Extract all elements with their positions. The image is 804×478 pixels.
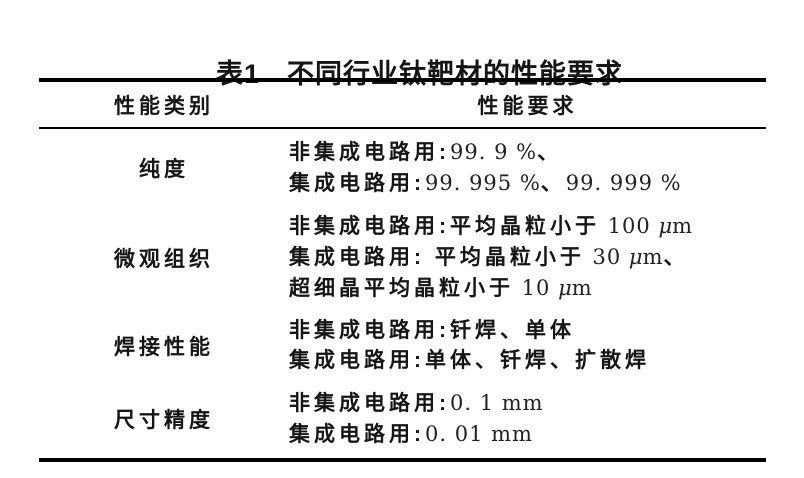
text-segment-mu: μ bbox=[628, 245, 643, 269]
requirement-line: 集成电路用:单体、钎焊、扩散焊 bbox=[289, 346, 766, 376]
performance-requirements-table: 性能类别 性能要求 纯度 非集成电路用:99. 9 %、 集成电路用:99. 995… bbox=[39, 78, 766, 462]
text-segment-num: 100 bbox=[600, 214, 659, 238]
category-cell: 纯度 bbox=[139, 158, 189, 181]
requirement-line: 集成电路用:99. 995 %、99. 999 % bbox=[289, 168, 766, 199]
table-row: 焊接性能 非集成电路用:钎焊、单体集成电路用:单体、钎焊、扩散焊 bbox=[39, 316, 766, 376]
text-segment-num: 0. 1 mm bbox=[450, 391, 544, 415]
requirement-line: 非集成电路用:99. 9 %、 bbox=[289, 137, 766, 168]
text-segment-mu: μ bbox=[658, 214, 673, 238]
text-segment-cjk: 、 bbox=[540, 172, 566, 195]
text-segment-cjk: 集成电路用: 平均晶粒小于 bbox=[289, 246, 585, 269]
text-segment-num: 30 bbox=[584, 245, 629, 269]
text-segment-cjk: 非集成电路用:钎焊、单体 bbox=[289, 319, 575, 342]
table-row: 纯度 非集成电路用:99. 9 %、 集成电路用:99. 995 %、99. 999… bbox=[39, 137, 766, 199]
text-segment-cjk: 非集成电路用:平均晶粒小于 bbox=[289, 215, 600, 238]
category-cell: 微观组织 bbox=[114, 247, 214, 271]
text-segment-cjk: 集成电路用:单体、钎焊、扩散焊 bbox=[289, 349, 650, 372]
requirements-cell: 非集成电路用:0. 1 mm 集成电路用:0. 01 mm bbox=[289, 388, 766, 450]
requirement-line: 集成电路用:0. 01 mm bbox=[289, 419, 766, 450]
header-cell-category: 性能类别 bbox=[114, 94, 214, 118]
requirement-line: 非集成电路用:钎焊、单体 bbox=[289, 316, 766, 346]
requirements-cell: 非集成电路用:平均晶粒小于 100 μm 集成电路用: 平均晶粒小于 30 μm、… bbox=[289, 211, 766, 304]
category-cell: 焊接性能 bbox=[114, 336, 214, 359]
table-title-text: 不同行业钛靶材的性能要求 bbox=[287, 59, 624, 89]
text-segment-num: m bbox=[642, 245, 664, 269]
text-segment-cjk: 超细晶平均晶粒小于 bbox=[289, 277, 514, 300]
text-segment-num: 10 bbox=[514, 276, 559, 300]
text-segment-num: m bbox=[571, 276, 593, 300]
text-segment-cjk: 非集成电路用: bbox=[289, 392, 450, 415]
header-cell-requirement: 性能要求 bbox=[477, 94, 578, 118]
requirements-cell: 非集成电路用:钎焊、单体集成电路用:单体、钎焊、扩散焊 bbox=[289, 316, 766, 376]
requirement-line: 超细晶平均晶粒小于 10 μm bbox=[289, 273, 766, 304]
text-segment-num: 99. 995 % bbox=[425, 171, 541, 195]
requirement-line: 集成电路用: 平均晶粒小于 30 μm、 bbox=[289, 242, 766, 273]
category-cell: 尺寸精度 bbox=[114, 409, 214, 432]
table-number-label: 表1 bbox=[215, 59, 261, 89]
text-segment-cjk: 集成电路用: bbox=[289, 172, 425, 195]
requirement-line: 非集成电路用:平均晶粒小于 100 μm bbox=[289, 211, 766, 242]
table-row: 微观组织 非集成电路用:平均晶粒小于 100 μm 集成电路用: 平均晶粒小于 30… bbox=[39, 211, 766, 304]
table-caption: 表1 不同行业钛靶材的性能要求 bbox=[39, 26, 766, 122]
text-segment-cjk: 集成电路用: bbox=[289, 423, 425, 446]
table-header-row: 性能类别 性能要求 bbox=[39, 82, 766, 129]
requirements-cell: 非集成电路用:99. 9 %、 集成电路用:99. 995 %、99. 999 % bbox=[289, 137, 766, 199]
text-segment-num: m bbox=[672, 214, 694, 238]
text-segment-mu: μ bbox=[558, 276, 572, 300]
text-segment-num: 99. 9 % bbox=[450, 140, 538, 164]
text-segment-cjk: 非集成电路用: bbox=[289, 141, 450, 164]
text-segment-cjk: 、 bbox=[663, 246, 689, 269]
requirement-line: 非集成电路用:0. 1 mm bbox=[289, 388, 766, 419]
table-row: 尺寸精度 非集成电路用:0. 1 mm 集成电路用:0. 01 mm bbox=[39, 388, 766, 450]
table-body: 纯度 非集成电路用:99. 9 %、 集成电路用:99. 995 %、99. 999… bbox=[39, 129, 766, 450]
text-segment-num: 99. 999 % bbox=[565, 171, 682, 195]
text-segment-num: 0. 01 mm bbox=[425, 422, 533, 446]
text-segment-cjk: 、 bbox=[537, 141, 563, 164]
